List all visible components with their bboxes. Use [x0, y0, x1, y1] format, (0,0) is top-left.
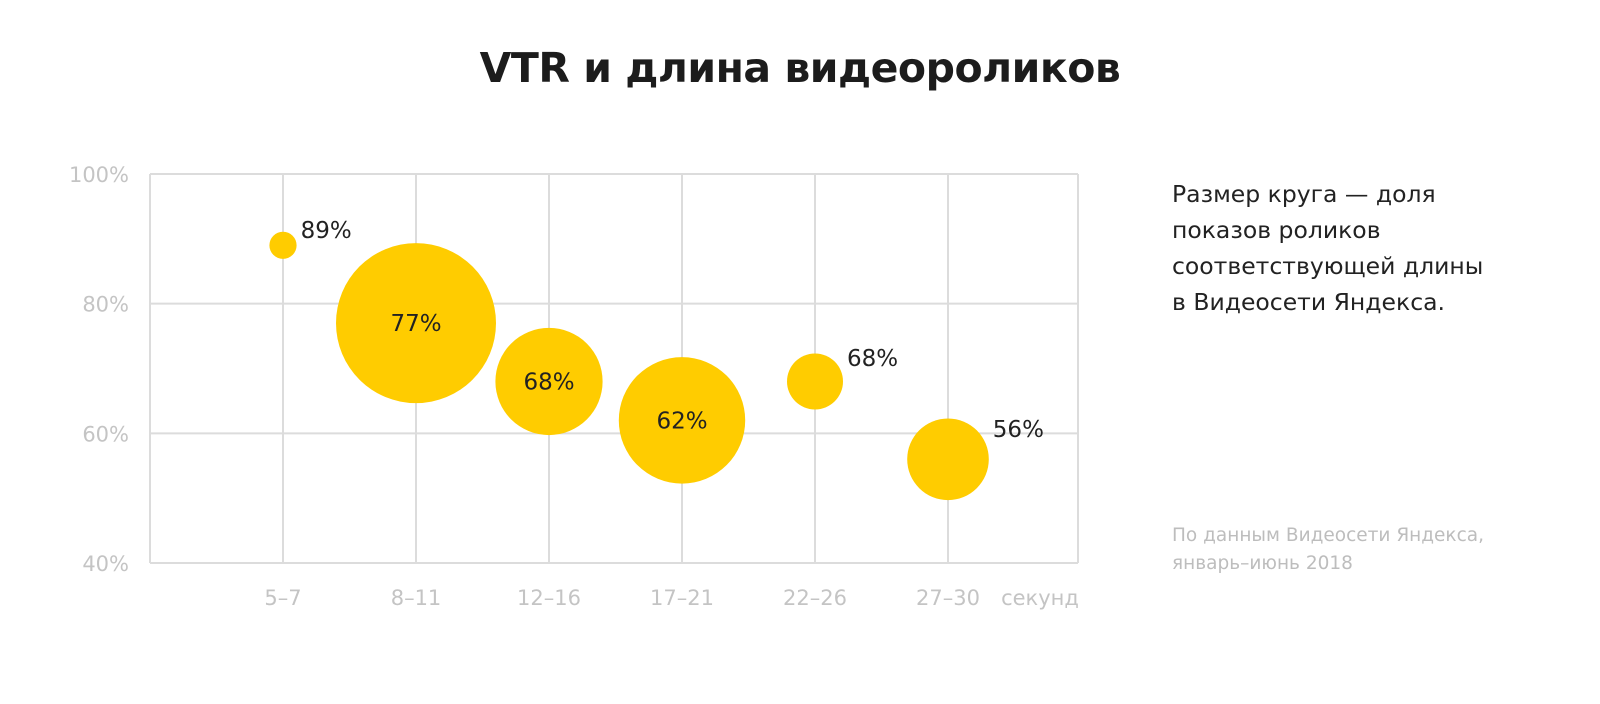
- bubble: [618, 357, 746, 484]
- legend-note-line: Размер круга — доля: [1172, 180, 1436, 208]
- source-note: По данным Видеосети Яндекса, январь–июнь…: [1172, 522, 1592, 578]
- data-label: 68%: [523, 369, 574, 395]
- bubble: [336, 243, 496, 404]
- x-tick-label: 12–16: [517, 586, 581, 610]
- y-tick-label: 100%: [69, 163, 129, 187]
- data-label: 62%: [656, 408, 707, 434]
- y-tick-label: 80%: [82, 293, 129, 317]
- bubble: [787, 353, 843, 410]
- y-axis: 40% 60% 80% 100%: [69, 163, 129, 576]
- data-label: 89%: [301, 218, 352, 244]
- x-tick-label: 5–7: [264, 586, 301, 610]
- x-tick-label: 27–30: [916, 586, 980, 610]
- legend-note-line: в Видеосети Яндекса.: [1172, 288, 1445, 316]
- grid-lines: [149, 173, 1079, 564]
- legend-note-line: показов роликов: [1172, 216, 1381, 244]
- data-label: 56%: [993, 417, 1044, 443]
- bubble: [495, 327, 603, 436]
- legend-note: Размер круга — доля показов роликов соот…: [1172, 176, 1572, 320]
- bubbles: [269, 231, 989, 501]
- chart-title: VTR и длина видеороликов: [479, 44, 1121, 92]
- x-tick-label: 8–11: [391, 586, 442, 610]
- x-axis: 5–7 8–11 12–16 17–21 22–26 27–30 секунд: [264, 586, 1079, 610]
- data-label: 77%: [390, 311, 441, 337]
- source-note-line: По данным Видеосети Яндекса,: [1172, 525, 1484, 546]
- x-tick-label: 22–26: [783, 586, 847, 610]
- legend-note-line: соответствующей длины: [1172, 252, 1484, 280]
- bubble: [907, 418, 989, 501]
- y-tick-label: 40%: [82, 552, 129, 576]
- x-tick-label: 17–21: [650, 586, 714, 610]
- data-labels: 89% 77% 68% 62% 68% 56%: [301, 218, 1044, 443]
- bubble: [269, 231, 297, 259]
- x-unit-label: секунд: [1001, 586, 1079, 610]
- data-label: 68%: [847, 346, 898, 372]
- y-tick-label: 60%: [82, 422, 129, 446]
- source-note-line: январь–июнь 2018: [1172, 553, 1353, 574]
